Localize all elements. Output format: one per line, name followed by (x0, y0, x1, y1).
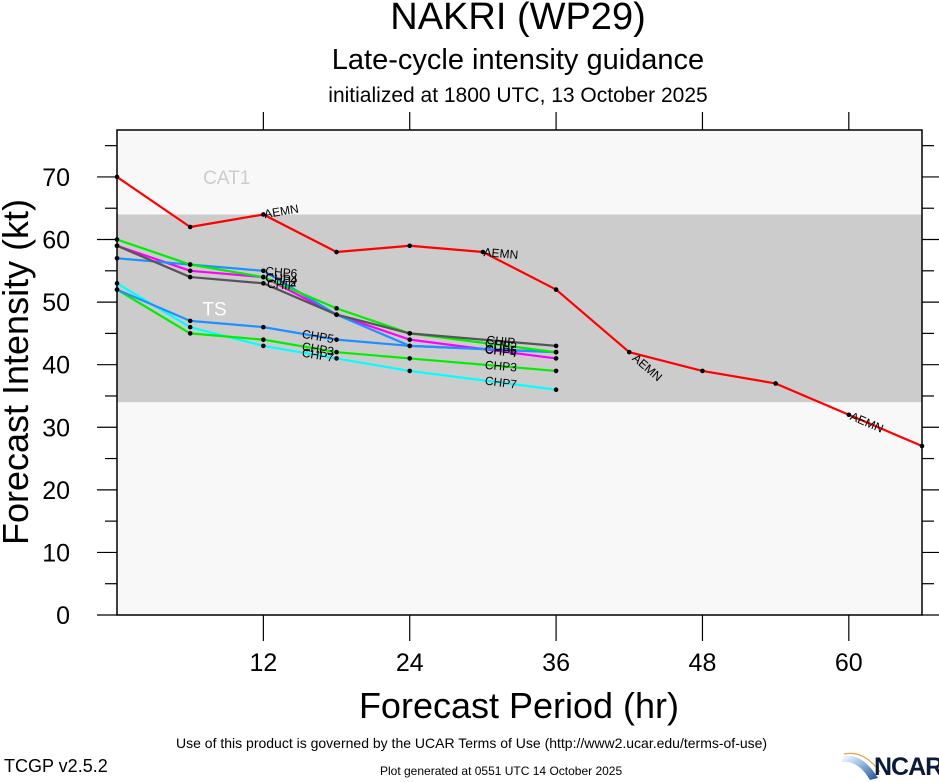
y-tick-label: 70 (42, 164, 70, 192)
y-axis-title: Forecast Intensity (kt) (0, 199, 36, 545)
chart-title: NAKRI (WP29) (390, 0, 646, 38)
data-point-chip (261, 281, 266, 286)
data-point-chp2 (261, 274, 266, 280)
data-point-chp7 (187, 324, 193, 330)
series-label-chp4: CHP4 (265, 270, 298, 287)
x-tick-label: 36 (542, 649, 570, 677)
ncar-logo: NCAR (842, 752, 939, 781)
data-point-chp4 (553, 356, 559, 361)
data-point-chip (187, 274, 193, 280)
data-point-chip (553, 343, 559, 349)
y-tick-label: 10 (42, 539, 70, 567)
data-point-aemn (407, 243, 413, 249)
data-point-chp2 (553, 349, 559, 355)
y-tick-label: 40 (42, 352, 70, 380)
series-label-chp3: CHP3 (301, 339, 335, 358)
band-ts (117, 214, 922, 403)
data-point-chp3 (334, 349, 339, 355)
data-point-aemn (480, 249, 486, 255)
series-line-chip (116, 244, 557, 347)
series-label-chp2: CHP2 (264, 271, 298, 290)
series-label-chp5: CHP5 (301, 327, 335, 346)
data-point-aemn (846, 412, 852, 418)
terms-of-use-text: Use of this product is governed by the U… (176, 735, 768, 751)
band-label-ts: TS (202, 299, 226, 320)
series-label-chip: CHIP (486, 333, 516, 349)
series-label-chp5: CHP5 (485, 342, 518, 357)
version-label: TCGP v2.5.2 (4, 756, 108, 776)
data-point-chp3 (407, 356, 413, 361)
data-point-chp7 (261, 343, 266, 349)
data-point-chp5 (261, 324, 266, 330)
series-label-chip: CHIP (266, 277, 296, 293)
y-tick-label: 50 (42, 289, 70, 317)
data-point-chp6 (261, 268, 266, 274)
chart-subtitle: Late-cycle intensity guidance (331, 44, 705, 76)
data-point-aemn (626, 349, 632, 355)
series-line-chp3 (116, 288, 557, 373)
series-label-chp4: CHP4 (484, 342, 518, 360)
data-point-chp3 (261, 337, 266, 342)
ncar-swoosh-icon (842, 752, 881, 780)
series-label-chp7: CHP7 (301, 346, 335, 365)
series-line-chp4 (116, 244, 557, 360)
data-point-chp4 (407, 337, 413, 342)
data-point-aemn (187, 224, 193, 230)
bands-layer: TS CAT1 (117, 130, 922, 615)
data-point-aemn (334, 249, 339, 255)
x-tick-label: 48 (689, 649, 717, 677)
series-label-aemn: AEMN (263, 202, 300, 222)
series-label-chp3: CHP3 (484, 358, 517, 375)
data-point-chip (334, 312, 339, 317)
chart-init-line: initialized at 1800 UTC, 13 October 2025 (328, 84, 708, 107)
data-point-aemn (553, 287, 559, 292)
band-label-cat1: CAT1 (203, 168, 250, 189)
series-label-aemn: AEMN (483, 245, 519, 262)
plot-frame (116, 129, 923, 616)
data-point-chp5 (187, 318, 193, 324)
x-tick-label: 60 (835, 649, 863, 677)
x-axis-title: Forecast Period (hr) (359, 685, 679, 726)
series-label-chp7: CHP7 (484, 374, 518, 392)
y-tick-label: 0 (56, 602, 70, 630)
series-label-chp6: CHP6 (485, 342, 518, 357)
data-point-aemn (773, 381, 778, 386)
band-cat1 (117, 130, 922, 215)
data-point-chp2 (187, 262, 193, 267)
data-point-chip (407, 331, 413, 336)
ncar-logo-text: NCAR (874, 753, 939, 781)
data-point-chp4 (187, 268, 193, 274)
data-point-chp7 (334, 356, 339, 361)
generated-timestamp: Plot generated at 0551 UTC 14 October 20… (380, 764, 623, 778)
y-tick-label: 60 (42, 227, 70, 255)
y-tick-label: 20 (42, 477, 70, 505)
data-point-chp7 (553, 387, 559, 393)
x-tick-label: 24 (396, 649, 424, 677)
series-label-chp2: CHP2 (484, 336, 518, 354)
series-label-chp6: CHP6 (265, 264, 298, 281)
series-line-chp7 (116, 282, 557, 391)
data-point-chp3 (187, 331, 193, 336)
x-tick-label: 12 (249, 649, 277, 677)
series-line-aemn (116, 176, 923, 448)
data-point-aemn (700, 368, 705, 374)
data-point-aemn (261, 212, 266, 217)
data-point-chp3 (553, 368, 559, 374)
axes-layer: 0 10 20 30 40 50 60 70 12 24 36 48 60 (42, 112, 939, 677)
data-point-chp5 (334, 337, 339, 342)
data-point-chp7 (407, 368, 413, 374)
y-tick-label: 30 (42, 414, 70, 442)
data-point-chp2 (334, 306, 339, 311)
data-point-chp6 (407, 343, 413, 349)
